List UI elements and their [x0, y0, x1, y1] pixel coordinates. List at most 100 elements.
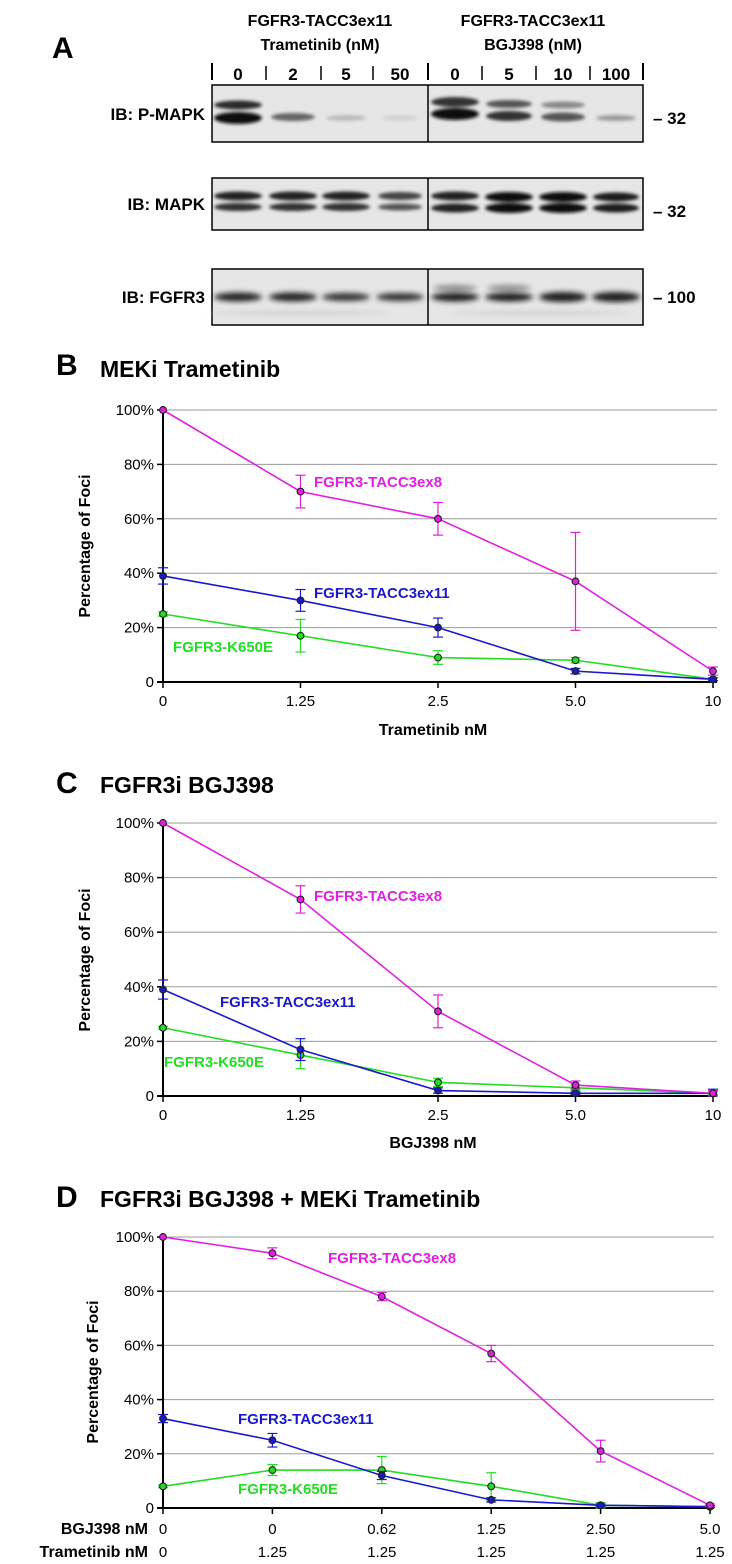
series-label-k650e: FGFR3-K650E	[164, 1054, 264, 1071]
y-tick-label: 100%	[116, 1229, 154, 1246]
data-point	[434, 623, 442, 632]
data-point	[487, 1482, 496, 1491]
y-axis-label: Percentage of Foci	[85, 1300, 102, 1443]
y-tick-label: 80%	[124, 456, 154, 473]
lane-label: 0	[450, 65, 459, 84]
panel-letter-c: C	[56, 767, 78, 800]
data-point	[268, 1466, 277, 1475]
lane-label: 5	[504, 65, 513, 84]
y-tick-label: 60%	[124, 511, 154, 528]
data-point	[596, 1447, 605, 1456]
group1-header-line2: Trametinib (nM)	[260, 37, 379, 54]
data-point	[377, 1292, 386, 1301]
chart-title: FGFR3i BGJ398	[100, 772, 274, 798]
data-point	[487, 1349, 496, 1358]
lane-header-bar	[211, 63, 644, 80]
data-point	[571, 577, 580, 586]
data-point	[434, 1078, 442, 1087]
group2-header-line1: FGFR3-TACC3ex11	[461, 13, 606, 30]
x-tick-label-bgj398: 1.25	[477, 1521, 506, 1538]
y-tick-label: 40%	[124, 565, 154, 582]
series-label-tacc3ex8: FGFR3-TACC3ex8	[314, 474, 442, 491]
y-axis-label: Percentage of Foci	[77, 474, 94, 617]
data-point	[159, 1482, 167, 1491]
data-point	[487, 1495, 496, 1504]
data-point	[268, 1436, 277, 1445]
data-point	[377, 1471, 386, 1480]
x-tick-label-trametinib: 1.25	[477, 1544, 506, 1561]
data-point	[296, 596, 305, 605]
series-label-k650e: FGFR3-K650E	[238, 1481, 338, 1498]
data-point	[709, 667, 717, 676]
x-tick-label: 5.0	[565, 1107, 586, 1124]
data-point	[296, 1045, 305, 1054]
lane-label: 50	[391, 65, 410, 84]
y-tick-label: 0	[146, 674, 154, 691]
group2-header-line2: BGJ398 (nM)	[484, 37, 582, 54]
lane-label: 100	[602, 65, 630, 84]
y-tick-label: 40%	[124, 979, 154, 996]
data-point	[434, 1086, 442, 1095]
x-tick-label-bgj398: 0	[159, 1521, 167, 1538]
data-point	[296, 895, 305, 904]
blot-strip-p-mapk	[211, 84, 644, 143]
data-point	[159, 1414, 167, 1423]
x-tick-label: 10	[705, 1107, 722, 1124]
series-label-tacc3ex11: FGFR3-TACC3ex11	[238, 1411, 374, 1428]
series-fgfr3-tacc3ex11	[158, 1413, 715, 1511]
data-point	[571, 1089, 580, 1098]
data-point	[706, 1501, 714, 1510]
data-point	[159, 610, 167, 618]
series-fgfr3-tacc3ex8	[159, 406, 718, 676]
chart-c-fgfr3i-bgj398: C FGFR3i BGJ398 0 20% 40% 60% 80% 100% 0 1.25 2…	[56, 767, 722, 1152]
data-point	[296, 487, 305, 496]
series-fgfr3-tacc3ex11	[158, 567, 718, 684]
series-fgfr3-tacc3ex8	[159, 819, 718, 1098]
series-line	[162, 822, 714, 1095]
x-tick-label: 1.25	[286, 693, 315, 710]
mw-marker: – 32	[653, 202, 686, 221]
y-tick-label: 100%	[116, 402, 154, 419]
series-label-tacc3ex8: FGFR3-TACC3ex8	[314, 888, 442, 905]
panel-letter-b: B	[56, 349, 78, 382]
x-tick-label: 5.0	[565, 693, 586, 710]
x-tick-label-bgj398: 5.0	[700, 1521, 721, 1538]
data-point	[159, 819, 167, 827]
data-point	[709, 1089, 717, 1098]
y-tick-label: 0	[146, 1088, 154, 1105]
y-tick-label: 20%	[124, 1446, 154, 1463]
panel-letter-a: A	[52, 32, 74, 65]
data-point	[159, 985, 167, 994]
x-tick-label: 2.5	[428, 693, 449, 710]
x-tick-label-bgj398: 2.50	[586, 1521, 615, 1538]
x-tick-label: 10	[705, 693, 722, 710]
data-point	[296, 631, 305, 640]
series-label-tacc3ex11: FGFR3-TACC3ex11	[220, 994, 356, 1011]
chart-title: FGFR3i BGJ398 + MEKi Trametinib	[100, 1186, 480, 1212]
data-point	[159, 406, 167, 414]
data-point	[159, 1233, 167, 1241]
data-point	[159, 1023, 167, 1032]
x-row-label-bgj398: BGJ398 nM	[61, 1521, 148, 1538]
chart-title: MEKi Trametinib	[100, 356, 280, 382]
x-tick-label-trametinib: 0	[159, 1544, 167, 1561]
row-label-p-mapk: IB: P-MAPK	[111, 105, 206, 124]
y-tick-label: 20%	[124, 620, 154, 637]
chart-b-meki-trametinib: B MEKi Trametinib 0 20% 40% 60% 80% 100% 0 1.2…	[56, 349, 722, 739]
y-tick-label: 80%	[124, 1283, 154, 1300]
x-tick-label-bgj398: 0	[268, 1521, 276, 1538]
x-tick-label-trametinib: 1.25	[586, 1544, 615, 1561]
y-tick-label: 20%	[124, 1033, 154, 1050]
data-point	[434, 514, 442, 523]
y-tick-label: 80%	[124, 870, 154, 887]
data-point	[268, 1249, 277, 1258]
y-tick-label: 60%	[124, 924, 154, 941]
blot-strip-mapk	[211, 177, 644, 231]
x-tick-label: 2.5	[428, 1107, 449, 1124]
data-point	[709, 675, 717, 684]
data-point	[571, 1081, 580, 1090]
x-tick-label: 1.25	[286, 1107, 315, 1124]
series-label-k650e: FGFR3-K650E	[173, 639, 273, 656]
chart-d-combination: D FGFR3i BGJ398 + MEKi Trametinib 0 20% 40…	[40, 1181, 725, 1561]
mw-marker: – 100	[653, 288, 696, 307]
